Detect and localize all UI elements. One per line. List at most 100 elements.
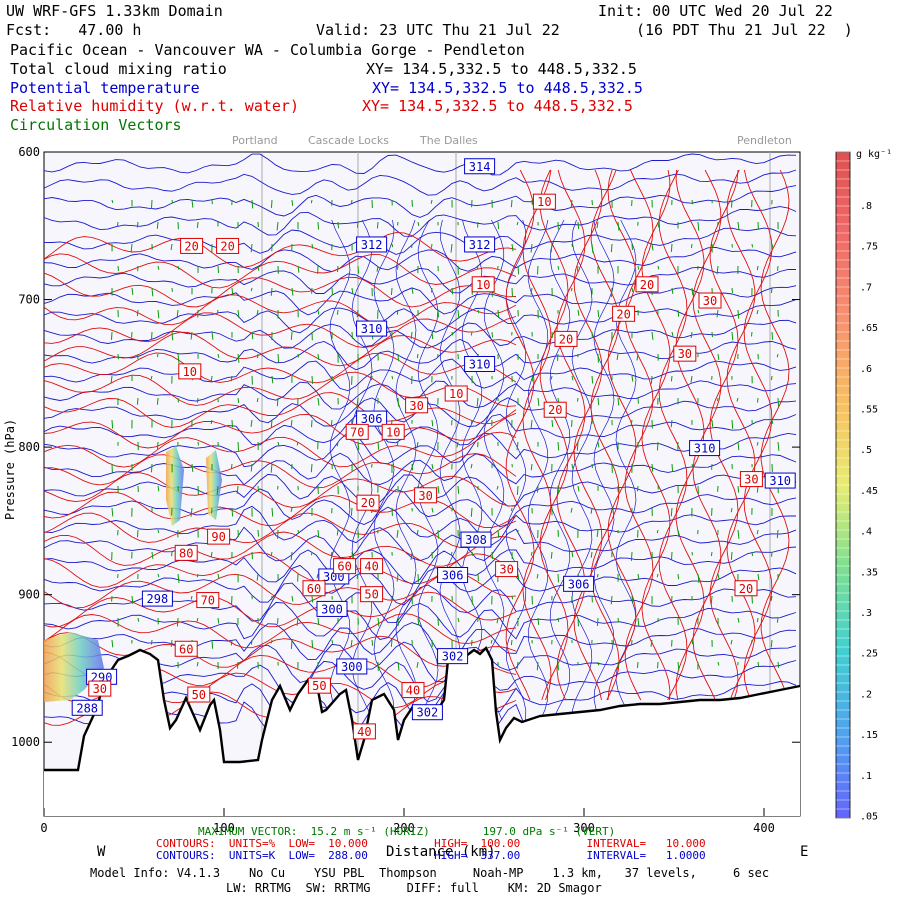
vector-arrow — [330, 551, 333, 557]
vector-arrow — [576, 265, 579, 272]
vector-arrow — [291, 287, 294, 296]
rh-contour — [692, 169, 722, 701]
vector-arrow — [310, 551, 313, 556]
vector-arrow — [157, 353, 159, 358]
vector-arrow — [737, 617, 740, 623]
terrain-outline — [44, 645, 801, 772]
vector-arrow — [577, 221, 580, 230]
rh-contour — [505, 169, 535, 701]
vector-arrow — [636, 661, 639, 669]
vector-arrow — [350, 507, 353, 516]
vector-arrow — [650, 639, 653, 647]
contour-label: 60 — [307, 582, 321, 596]
vector-arrow — [671, 463, 674, 472]
vector-arrow — [591, 375, 594, 384]
vector-arrow — [396, 265, 399, 270]
contour-label: 80 — [179, 546, 193, 560]
colorbar-tick-label: .55 — [860, 405, 878, 416]
contour-label: 20 — [640, 278, 654, 292]
vector-arrow — [297, 529, 300, 534]
vector-arrow — [756, 529, 759, 535]
vector-arrow — [531, 375, 534, 382]
contour-label: 10 — [537, 195, 551, 209]
place-the-dalles: The Dalles — [419, 134, 478, 147]
vector-arrow — [216, 309, 219, 314]
east-label: E — [800, 844, 808, 860]
y-tick-label: 800 — [18, 440, 40, 454]
x-tick-label: 0 — [40, 821, 47, 835]
contour-label: 30 — [409, 399, 423, 413]
contour-label: 40 — [406, 684, 420, 698]
vector-arrow — [691, 639, 694, 645]
vector-arrow — [476, 397, 479, 407]
vector-arrow — [131, 595, 134, 604]
vector-arrow — [231, 287, 234, 296]
theta-contour — [43, 246, 797, 273]
vector-arrow — [196, 617, 199, 622]
vector-arrow — [396, 573, 399, 582]
vector-arrow — [537, 397, 540, 406]
colorbar-tick-label: .2 — [860, 689, 872, 700]
contour-label-box — [414, 487, 438, 504]
contour-label-box — [563, 575, 595, 592]
rh-contour — [590, 169, 620, 701]
vector-arrow — [557, 441, 560, 451]
place-portland: Portland — [232, 134, 278, 147]
vector-arrow — [236, 485, 239, 494]
vector-arrow — [677, 309, 680, 317]
vector-arrow — [777, 661, 780, 668]
vector-arrow — [136, 221, 139, 228]
vector-arrow — [210, 551, 213, 558]
vector-arrow — [631, 243, 634, 251]
contour-label-box — [405, 397, 429, 414]
vector-arrow — [237, 309, 240, 319]
vector-arrow — [656, 573, 659, 578]
vector-arrow — [671, 287, 674, 295]
vector-arrow — [430, 199, 433, 204]
cross-section-route: Pacific Ocean - Vancouver WA - Columbia … — [10, 41, 525, 59]
vector-arrow — [457, 485, 460, 494]
vector-arrow — [311, 375, 314, 384]
rh-contour — [607, 169, 637, 701]
contour-label-box — [401, 682, 425, 699]
vector-arrow — [570, 287, 573, 292]
theta-contour — [43, 285, 797, 316]
vector-arrow — [177, 573, 180, 583]
valid-time: Valid: 23 UTC Thu 21 Jul 22 — [316, 21, 560, 39]
vector-arrow — [196, 397, 199, 403]
vector-arrow — [737, 221, 740, 230]
contour-label: 30 — [703, 294, 717, 308]
vector-arrow — [490, 639, 493, 644]
vector-arrow — [677, 661, 680, 671]
contour-label-box — [495, 561, 519, 578]
contour-label-box — [612, 305, 636, 322]
colorbar-tick-label: .6 — [860, 364, 872, 375]
rh-contour-labels: 20 20 10 10 20 20 30 20 30 10 30 10 20 70 10 30 20 90 80 60… — [88, 193, 763, 740]
vector-arrow — [591, 243, 594, 253]
contour-label-box — [356, 236, 388, 253]
vector-arrow — [116, 221, 119, 227]
model-info: Model Info: V4.1.3 No Cu YSU PBL Thompso… — [90, 866, 770, 880]
contour-label-box — [316, 600, 348, 617]
contour-label-box — [174, 640, 198, 657]
vector-arrow — [251, 331, 254, 340]
vector-arrow — [717, 661, 720, 666]
vector-arrow — [230, 639, 233, 646]
contour-label-box — [381, 423, 405, 440]
vector-arrow — [596, 529, 599, 538]
vector-arrow — [357, 441, 360, 451]
vector-arrow — [691, 287, 694, 296]
vector-arrow — [657, 265, 660, 270]
vector-arrow — [571, 375, 574, 381]
vector-arrow — [536, 485, 539, 493]
vector-arrow — [510, 199, 513, 208]
vector-arrow — [397, 661, 400, 671]
contour-label-box — [554, 330, 578, 347]
distance-axis: 0 100 200 300 400 — [40, 808, 775, 835]
vector-arrow — [717, 353, 720, 360]
vector-arrow — [530, 287, 533, 295]
vector-arrow — [356, 573, 359, 579]
vector-arrow — [771, 243, 774, 248]
contour-label: 10 — [476, 278, 490, 292]
vector-arrow — [310, 199, 313, 204]
